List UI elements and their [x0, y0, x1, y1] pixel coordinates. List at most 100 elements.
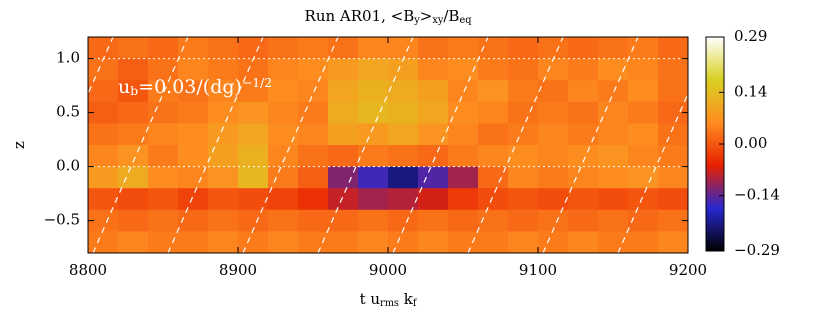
x-tick-label: 9100 — [519, 261, 557, 279]
heat-cell — [268, 145, 299, 168]
heat-cell — [88, 123, 119, 146]
x-axis-label-part: rms — [380, 298, 399, 309]
heat-cell — [508, 37, 539, 60]
heat-cell — [238, 188, 269, 211]
heat-cell — [208, 166, 239, 189]
heat-cell — [388, 123, 419, 146]
heat-cell — [568, 166, 599, 189]
heat-cell — [88, 145, 119, 168]
heat-cell — [598, 166, 629, 189]
heat-cell — [178, 231, 209, 253]
heat-cell — [418, 209, 449, 232]
heat-cell — [538, 80, 569, 103]
heat-cell — [118, 37, 149, 60]
chart-title-part: eq — [459, 15, 471, 26]
y-tick-label: −0.5 — [44, 211, 80, 229]
heat-cell — [88, 209, 119, 232]
heat-cell — [388, 37, 419, 60]
heat-cell — [508, 166, 539, 189]
heat-cell — [328, 209, 359, 232]
heat-cell — [568, 37, 599, 60]
heat-cell — [508, 58, 539, 81]
heat-cell — [418, 145, 449, 168]
heat-cell — [148, 166, 179, 189]
heat-cell — [358, 188, 389, 211]
heat-cell — [538, 188, 569, 211]
heat-cell — [238, 166, 269, 189]
heat-cell — [568, 58, 599, 81]
chart-title: Run AR01, <By>xy/Beq — [305, 7, 472, 26]
heat-cell — [88, 58, 119, 81]
heat-cell — [208, 145, 239, 168]
heat-cell — [118, 209, 149, 232]
heat-cell — [478, 58, 509, 81]
heat-cell — [268, 166, 299, 189]
colorbar-tick-label: −0.14 — [734, 186, 780, 204]
heat-cell — [538, 123, 569, 146]
heat-cell — [358, 209, 389, 232]
heat-cell — [658, 58, 688, 81]
heat-cell — [178, 80, 209, 103]
heat-cell — [208, 58, 239, 81]
heat-cell — [148, 80, 179, 103]
heat-cell — [238, 37, 269, 60]
heat-cell — [658, 145, 688, 168]
annotation-part: −1/2 — [242, 76, 272, 90]
heat-cell — [118, 123, 149, 146]
heat-cell — [388, 209, 419, 232]
heat-cell — [418, 58, 449, 81]
heat-cell — [298, 37, 329, 60]
heat-cell — [628, 123, 659, 146]
heat-cell — [478, 123, 509, 146]
heat-cell — [448, 209, 479, 232]
heat-cell — [388, 58, 419, 81]
heat-cell — [238, 123, 269, 146]
heat-cell — [148, 209, 179, 232]
heat-cell — [568, 231, 599, 253]
heat-cell — [298, 231, 329, 253]
heat-cell — [448, 80, 479, 103]
heat-cell — [298, 58, 329, 81]
heat-cell — [118, 188, 149, 211]
heatmap — [88, 37, 688, 253]
heat-cell — [118, 231, 149, 253]
heat-cell — [448, 101, 479, 124]
heat-cell — [628, 188, 659, 211]
heat-cell — [148, 231, 179, 253]
heat-cell — [148, 101, 179, 124]
heat-cell — [658, 80, 688, 103]
heat-cell — [208, 123, 239, 146]
heat-cell — [178, 188, 209, 211]
x-axis-label: t urms kf — [360, 290, 418, 309]
heat-cell — [328, 166, 359, 189]
heat-cell — [448, 37, 479, 60]
heat-cell — [568, 123, 599, 146]
heat-cell — [148, 145, 179, 168]
x-tick-label: 8900 — [219, 261, 257, 279]
heat-cell — [628, 101, 659, 124]
heat-cell — [658, 188, 688, 211]
heat-cell — [418, 231, 449, 253]
heat-cell — [598, 58, 629, 81]
heat-cell — [88, 37, 119, 60]
heat-cell — [628, 231, 659, 253]
y-axis-label: z — [10, 141, 28, 149]
colorbar-tick-label: 0.00 — [734, 134, 767, 152]
x-axis-label-part: f — [413, 298, 418, 309]
heat-cell — [418, 166, 449, 189]
heat-cell — [478, 101, 509, 124]
heat-cell — [628, 37, 659, 60]
heat-cell — [628, 209, 659, 232]
annotation: ub=0.03/(dg)−1/2 — [118, 76, 272, 98]
heat-cell — [418, 80, 449, 103]
heat-cell — [298, 101, 329, 124]
heat-cell — [208, 80, 239, 103]
heat-cell — [508, 101, 539, 124]
heat-cell — [478, 145, 509, 168]
heat-cell — [178, 58, 209, 81]
heat-cell — [598, 80, 629, 103]
heat-cell — [238, 209, 269, 232]
chart-title-part: Run AR01, <B — [305, 7, 415, 25]
heat-cell — [298, 123, 329, 146]
heat-cell — [658, 166, 688, 189]
